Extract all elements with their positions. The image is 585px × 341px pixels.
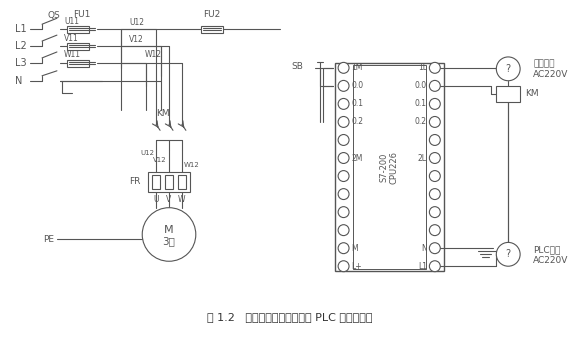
Text: U11: U11	[64, 17, 80, 26]
Bar	[178, 175, 186, 189]
Text: 0.1: 0.1	[415, 100, 427, 108]
Circle shape	[429, 117, 441, 128]
Text: QS: QS	[47, 11, 60, 20]
Circle shape	[338, 117, 349, 128]
Text: L+: L+	[352, 262, 362, 271]
Text: L2: L2	[15, 41, 27, 51]
Text: M: M	[164, 224, 174, 235]
Text: U12: U12	[129, 18, 144, 27]
Circle shape	[142, 208, 196, 261]
Text: 图 1.2   三相异步电机点动控制 PLC 硬件接线图: 图 1.2 三相异步电机点动控制 PLC 硬件接线图	[207, 312, 373, 322]
Bar	[201, 26, 222, 33]
Text: 0.0: 0.0	[415, 81, 427, 90]
Text: PE: PE	[43, 235, 54, 244]
Text: 1M: 1M	[352, 63, 363, 72]
Text: PLC电源: PLC电源	[533, 245, 560, 254]
Circle shape	[338, 243, 349, 254]
Text: 负载电源: 负载电源	[533, 59, 555, 69]
Text: 0.2: 0.2	[415, 117, 427, 127]
Text: ?: ?	[505, 64, 511, 74]
Circle shape	[338, 189, 349, 199]
Circle shape	[496, 242, 520, 266]
Text: CPU226: CPU226	[390, 150, 398, 183]
Circle shape	[429, 80, 441, 91]
Circle shape	[429, 189, 441, 199]
Bar	[165, 175, 173, 189]
Text: 0.2: 0.2	[352, 117, 363, 127]
Text: M: M	[352, 244, 358, 253]
Circle shape	[338, 225, 349, 236]
Text: 2M: 2M	[352, 153, 363, 163]
Text: N: N	[421, 244, 427, 253]
Circle shape	[429, 134, 441, 145]
Circle shape	[429, 152, 441, 163]
Circle shape	[338, 99, 349, 109]
Circle shape	[338, 170, 349, 181]
Text: N: N	[15, 76, 23, 86]
Circle shape	[338, 62, 349, 73]
Text: W: W	[178, 195, 185, 204]
Text: V: V	[166, 195, 171, 204]
Text: U12: U12	[140, 150, 154, 156]
Text: FU1: FU1	[73, 10, 91, 19]
Text: AC220V: AC220V	[533, 256, 569, 265]
Bar	[152, 175, 160, 189]
Text: S7-200: S7-200	[380, 152, 389, 182]
Bar	[67, 43, 89, 50]
Text: U: U	[153, 195, 159, 204]
Circle shape	[338, 207, 349, 218]
Text: L1: L1	[418, 262, 427, 271]
Circle shape	[429, 243, 441, 254]
Circle shape	[338, 261, 349, 272]
Text: V12: V12	[129, 34, 144, 44]
Bar	[496, 86, 520, 102]
Text: FR: FR	[129, 177, 140, 187]
Text: W12: W12	[184, 162, 199, 168]
Bar	[335, 63, 444, 271]
Bar	[353, 65, 426, 269]
Text: V12: V12	[153, 157, 167, 163]
Text: ?: ?	[505, 249, 511, 259]
Text: W11: W11	[63, 50, 80, 59]
Text: SB: SB	[291, 62, 303, 71]
Circle shape	[429, 99, 441, 109]
Circle shape	[429, 225, 441, 236]
Text: KM: KM	[156, 109, 170, 118]
Text: 3～: 3～	[163, 236, 176, 247]
Text: 2L: 2L	[418, 153, 427, 163]
Circle shape	[338, 152, 349, 163]
Bar	[67, 26, 89, 33]
Bar	[67, 60, 89, 67]
Bar	[148, 172, 190, 192]
Text: L1: L1	[15, 24, 27, 34]
Circle shape	[429, 207, 441, 218]
Text: 0.0: 0.0	[352, 81, 364, 90]
Circle shape	[429, 170, 441, 181]
Text: 0.1: 0.1	[352, 100, 363, 108]
Text: W12: W12	[144, 50, 161, 59]
Text: L3: L3	[15, 58, 27, 68]
Text: 1L: 1L	[418, 63, 427, 72]
Circle shape	[338, 80, 349, 91]
Text: KM: KM	[525, 89, 539, 98]
Text: AC220V: AC220V	[533, 70, 569, 79]
Circle shape	[429, 62, 441, 73]
Circle shape	[338, 134, 349, 145]
Circle shape	[429, 261, 441, 272]
Circle shape	[496, 57, 520, 81]
Text: FU2: FU2	[203, 10, 221, 19]
Text: V11: V11	[64, 33, 79, 43]
